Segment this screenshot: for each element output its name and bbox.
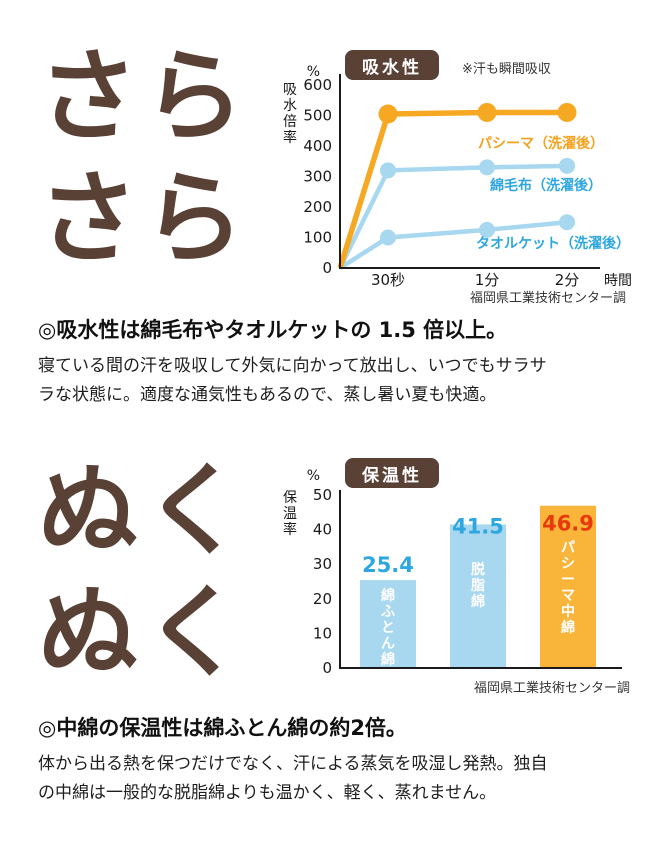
bar [360, 580, 416, 668]
bar-value-label: 25.4 [362, 553, 414, 577]
big-text-line: ぬく [38, 452, 250, 569]
series-point [557, 102, 577, 122]
bar-category-label: 脱脂綿 [470, 561, 485, 610]
bar-category-label: パシーマ中綿 [561, 540, 575, 636]
y-tick-label: 200 [303, 198, 332, 216]
absorbency-line-chart: 0 100 200 300 400 500 600% 吸水倍率 30秒 1分 2分 時間 パシーマ（洗濯… [270, 60, 670, 310]
y-tick-label: 600 [303, 76, 332, 94]
y-tick-label: 0 [322, 259, 332, 277]
chart2-source: 福岡県工業技術センター調 [473, 681, 630, 696]
y-tick-label: 300 [303, 168, 332, 186]
chart1-source: 福岡県工業技術センター調 [469, 291, 626, 306]
y-tick-label: 30 [313, 555, 332, 573]
absorbency-title-badge: 吸水性 [345, 50, 439, 80]
absorbency-heading: ◎吸水性は綿毛布やタオルケットの 1.5 倍以上。 [38, 318, 508, 342]
series-label: タオルケット（洗濯後） [476, 235, 630, 252]
big-text-line: ぬく [38, 574, 250, 691]
absorbency-description: 寝ている間の汗を吸収して外気に向かって放出し、いつでもサラサラな状態に。適度な通… [38, 356, 547, 405]
nukunuku-text: ぬく ぬく [38, 450, 250, 694]
y-tick-label: 50 [313, 486, 332, 504]
series-point [378, 104, 398, 124]
x-tick-label: 30秒 [371, 271, 405, 289]
series-point [380, 229, 396, 246]
series-point [477, 102, 497, 122]
warmth-title-badge: 保温性 [345, 458, 439, 488]
warmth-chart-canvas: 25.4 41.5 46.9 綿ふとん綿 脱脂綿 パシーマ中綿 0 10 20 30 40 50% 保温… [283, 468, 622, 677]
series-point [479, 159, 495, 176]
series-line [337, 163, 568, 269]
series-line [338, 220, 568, 270]
instant-absorb-note: ※汗も瞬間吸収 [462, 62, 551, 77]
absorbency-chart-canvas: 0 100 200 300 400 500 600% 吸水倍率 30秒 1分 2分 時間 パシーマ（洗濯… [283, 64, 632, 289]
series-label: パシーマ（洗濯後） [478, 135, 604, 152]
y-tick-label: 0 [322, 659, 332, 677]
y-tick-label: 400 [303, 137, 332, 155]
y-unit-label: % [307, 64, 320, 80]
y-tick-label: 20 [313, 590, 332, 608]
x-axis-label: 時間 [604, 273, 632, 289]
bar-value-label: 46.9 [542, 512, 594, 536]
series-point [380, 162, 396, 179]
y-tick-label: 40 [313, 521, 332, 539]
bar-value-label: 41.5 [452, 514, 504, 538]
warmth-bar-chart: 25.4 41.5 46.9 綿ふとん綿 脱脂綿 パシーマ中綿 0 10 20 30 40 50% 保温… [270, 450, 670, 700]
y-unit-label: % [307, 468, 320, 484]
series-label: 綿毛布（洗濯後） [490, 177, 602, 194]
series-point [559, 157, 575, 174]
y-tick-label: 100 [303, 229, 332, 247]
big-text-line: さら [38, 38, 250, 155]
bar [450, 524, 506, 668]
x-tick-label: 2分 [555, 271, 580, 289]
bar-category-label: 綿ふとん綿 [381, 587, 395, 668]
bar [540, 505, 596, 668]
big-text-line: さら [38, 160, 250, 277]
warmth-heading: ◎中綿の保温性は綿ふとん綿の約2倍。 [38, 716, 407, 740]
series-line [337, 109, 567, 269]
y-tick-label: 10 [313, 624, 332, 642]
sarasara-text: さら さら [38, 36, 250, 280]
y-axis-label: 吸水倍率 [283, 82, 297, 146]
series-point [479, 221, 495, 238]
y-tick-label: 500 [303, 107, 332, 125]
y-axis-label: 保温率 [283, 490, 297, 538]
series-point [559, 214, 575, 231]
warmth-description: 体から出る熱を保つだけでなく、汗による蒸気を吸湿し発熱。独自の中綿は一般的な脱脂… [38, 754, 548, 803]
x-tick-label: 1分 [475, 271, 500, 289]
